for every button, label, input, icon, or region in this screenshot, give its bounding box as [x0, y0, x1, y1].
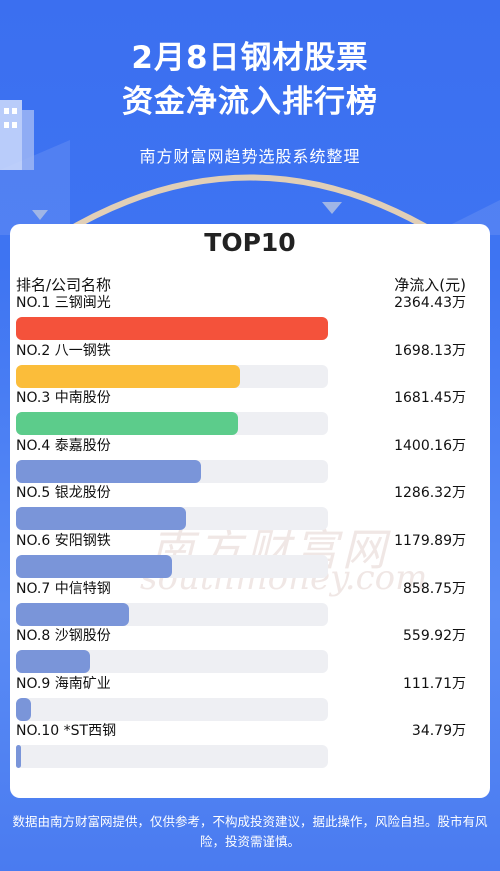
bar	[16, 697, 31, 721]
bar-value-label: 858.75万	[403, 580, 466, 597]
bar-track	[16, 745, 328, 769]
page-subtitle: 南方财富网趋势选股系统整理	[139, 147, 361, 166]
bar	[16, 412, 238, 436]
bar-track	[16, 412, 328, 436]
header-banner: 2月8日钢材股票 资金净流入排行榜 南方财富网趋势选股系统整理	[0, 0, 500, 235]
bar-value-label: 1286.32万	[394, 485, 466, 502]
bar	[16, 602, 130, 626]
bar-value-label: 1698.13万	[394, 342, 466, 359]
bar	[16, 555, 172, 578]
bar-label: NO.4 泰嘉股份	[16, 437, 111, 454]
bar-track	[16, 507, 328, 531]
bar-value-label: 1681.45万	[394, 390, 466, 407]
bar	[16, 364, 241, 388]
bar-value-label: 2364.43万	[394, 295, 466, 311]
bar-label: NO.10 *ST西钢	[16, 723, 117, 740]
bar	[16, 459, 201, 483]
bar	[16, 745, 21, 769]
bar-value-label: 559.92万	[403, 628, 466, 645]
bar-value-label: 1179.89万	[394, 533, 466, 549]
footer-disclaimer: 数据由南方财富网提供，仅供参考，不构成投资建议，据此操作，风险自担。股市有风险，…	[12, 814, 488, 849]
bar-label: NO.5 银龙股份	[16, 485, 111, 502]
bar-value-label: 34.79万	[411, 723, 466, 740]
bar-label: NO.2 八一钢铁	[16, 342, 111, 359]
bar-label: NO.9 海南矿业	[16, 675, 111, 692]
bar-label: NO.7 中信特钢	[16, 580, 111, 597]
ranking-card: TOP10 排名/公司名称 净流入(元) 南方财富网 southmoney.co…	[10, 224, 490, 798]
bar	[16, 507, 186, 531]
bar-label: NO.1 三钢闽光	[16, 295, 111, 311]
bar-track	[16, 697, 328, 721]
bar-value-label: 1400.16万	[394, 437, 466, 454]
bar-label: NO.8 沙钢股份	[16, 628, 111, 645]
bar	[16, 650, 90, 674]
bar	[16, 317, 328, 340]
bar-track	[16, 555, 328, 578]
bar-label: NO.6 安阳钢铁	[16, 533, 111, 549]
bar-track	[16, 602, 328, 626]
bar-track	[16, 364, 328, 388]
page-title-line1: 2月8日钢材股票	[131, 40, 369, 76]
bar-track	[16, 459, 328, 483]
card-title: TOP10	[204, 228, 296, 257]
bar-track	[16, 317, 328, 340]
banner-decoration	[0, 140, 500, 235]
building-icon	[0, 100, 34, 170]
column-header-rank-company: 排名/公司名称	[16, 276, 112, 294]
bar-label: NO.3 中南股份	[16, 390, 111, 407]
column-header-net-inflow: 净流入(元)	[394, 276, 466, 294]
page-title-line2: 资金净流入排行榜	[122, 84, 378, 120]
bar-value-label: 111.71万	[403, 675, 466, 692]
bar-track	[16, 650, 328, 674]
